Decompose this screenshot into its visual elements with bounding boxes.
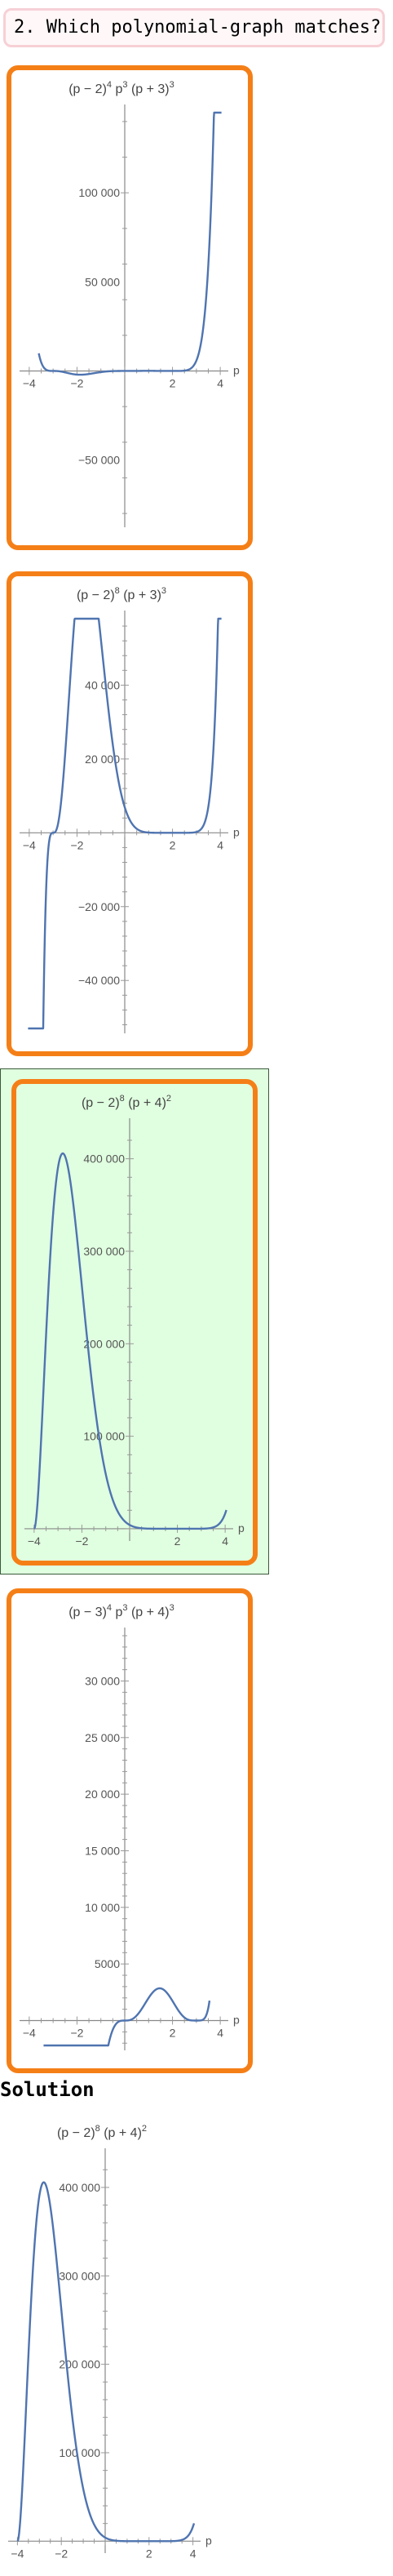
answer-option-4[interactable]: (p − 3)4 p3 (p + 4)3 −4 −2 2 4 p 5000 10 000 15 … [7,1588,253,2073]
x-tick-label: −2 [55,2547,68,2560]
x-tick-label: 4 [217,838,223,851]
y-tick-label: 10 000 [85,1901,120,1914]
x-tick-label: 4 [222,1534,228,1548]
x-tick-label: −4 [23,376,36,389]
chart-title: (p − 2)8 (p + 3)3 [77,586,166,602]
x-tick-label: 4 [217,2026,223,2039]
y-tick-label: 5000 [95,1957,120,1970]
answer-option-1[interactable]: (p − 2)4 p3 (p + 3)3 −4 −2 2 4 p −50 000 50 000… [7,65,253,550]
x-tick-label: −4 [23,2026,36,2039]
chart-svg: (p − 2)8 (p + 4)2 −4 −2 2 4p 100 000 200 000 30… [24,1094,245,1548]
x-axis-label: p [205,2534,212,2547]
x-tick-label: −4 [11,2547,24,2560]
solution-heading: Solution [0,2078,95,2101]
chart-title: (p − 3)4 p3 (p + 4)3 [68,1603,174,1619]
y-tick-label: 100 000 [78,186,120,199]
y-tick-label: 25 000 [85,1731,120,1744]
x-tick-label: 2 [170,376,176,389]
y-tick-label: 300 000 [83,1245,125,1258]
y-tick-label: 50 000 [85,275,120,288]
chart-title: (p − 2)4 p3 (p + 3)3 [68,80,174,96]
plot-option-4: (p − 3)4 p3 (p + 4)3 −4 −2 2 4 p 5000 10 000 15 … [11,1593,248,2068]
x-axis-label: p [233,2013,240,2026]
y-tick-label: 20 000 [85,753,120,766]
chart-svg: (p − 3)4 p3 (p + 4)3 −4 −2 2 4p 5000 10 000 15 … [20,1603,240,2050]
x-tick-label: 2 [170,2026,176,2039]
y-tick-label: 400 000 [59,2181,100,2194]
series-line [38,111,223,376]
x-tick-label: −2 [70,2026,83,2039]
y-tick-label: 100 000 [83,1430,125,1443]
x-axis-label: p [233,363,240,376]
y-tick-label: −40 000 [78,974,120,987]
x-tick-label: −2 [75,1534,88,1548]
y-tick-label: −50 000 [78,454,120,467]
plot-option-2: (p − 2)8 (p + 3)3 −4 −2 2 4 p −40 000 −20 000 20… [11,576,248,1051]
series-line [27,617,223,1030]
plot-option-3: (p − 2)8 (p + 4)2 −4 −2 2 4 p 100 000 200 000 30… [16,1084,253,1559]
chart-svg: (p − 2)8 (p + 3)3 −4 −2 2 4p −40 000 −20 000 20… [20,586,240,1033]
chart-title: (p − 2)8 (p + 4)2 [57,2124,147,2140]
chart-title: (p − 2)8 (p + 4)2 [82,1094,171,1110]
y-tick-label: −20 000 [78,900,120,913]
y-tick-label: 30 000 [85,1674,120,1687]
y-tick-label: 400 000 [83,1153,125,1166]
y-tick-label: 20 000 [85,1788,120,1801]
x-axis-label: p [238,1521,245,1534]
series-line [42,1987,211,2047]
answer-option-3[interactable]: (p − 2)8 (p + 4)2 −4 −2 2 4 p 100 000 200 000 30… [11,1079,258,1566]
x-tick-label: 2 [174,1534,181,1548]
answer-option-2[interactable]: (p − 2)8 (p + 3)3 −4 −2 2 4 p −40 000 −20 000 20… [7,571,253,1056]
question-prompt: 2. Which polynomial-graph matches? [3,8,385,47]
y-tick-label: 200 000 [59,2358,100,2371]
x-tick-label: 4 [217,376,223,389]
plot-option-1: (p − 2)4 p3 (p + 3)3 −4 −2 2 4 p −50 000 50 000… [11,70,248,545]
y-tick-label: 100 000 [59,2446,100,2459]
x-tick-label: 2 [170,838,176,851]
series-line [16,2181,196,2543]
x-tick-label: −4 [28,1534,41,1548]
x-tick-label: −4 [23,838,36,851]
chart-svg: (p − 2)4 p3 (p + 3)3 −4 −2 2 4p −50 000 50 000… [20,80,240,527]
y-tick-label: 40 000 [85,678,120,691]
series-line [33,1152,227,1530]
x-tick-label: 2 [146,2547,152,2560]
plot-solution: (p − 2)8 (p + 4)2 −4 −2 2 4 p 100 000 200 000 30… [0,2114,220,2571]
x-axis-label: p [233,825,240,838]
x-tick-label: −2 [70,838,83,851]
y-tick-label: 200 000 [83,1337,125,1350]
y-tick-label: 300 000 [59,2269,100,2282]
y-tick-label: 15 000 [85,1844,120,1857]
x-tick-label: 4 [190,2547,196,2560]
chart-svg: (p − 2)8 (p + 4)2 −4 −2 2 4p 100 000 200 000 30… [8,2124,212,2560]
x-tick-label: −2 [70,376,83,389]
